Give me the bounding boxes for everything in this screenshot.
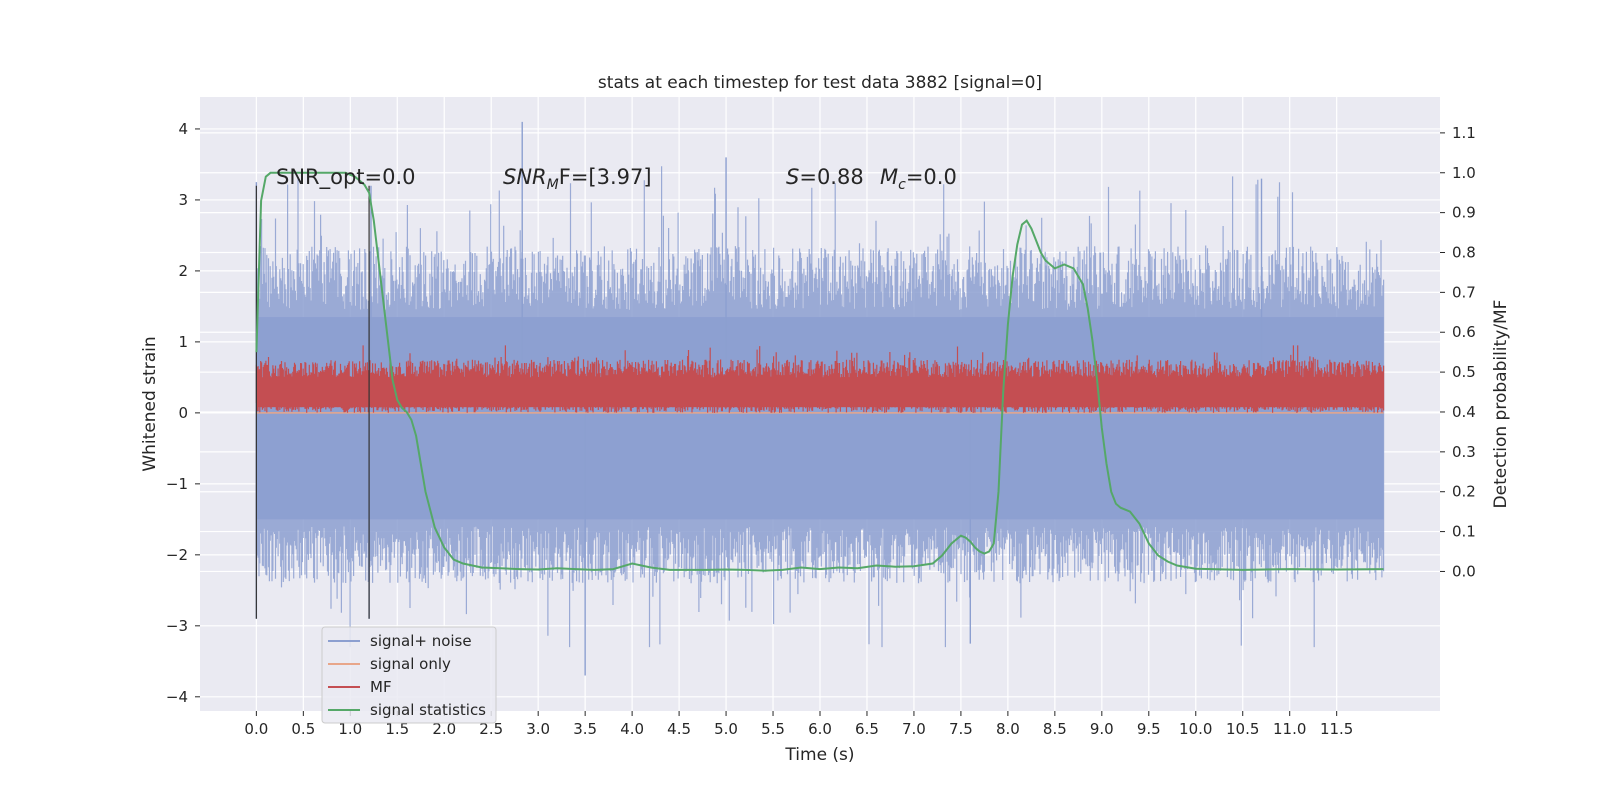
x-tick-label: 2.5	[479, 720, 503, 738]
x-axis-label: Time (s)	[784, 745, 854, 765]
x-tick-label: 6.5	[855, 720, 879, 738]
x-tick-label: 6.0	[808, 720, 832, 738]
vertical-lines	[255, 185, 370, 619]
legend-label-mf: MF	[370, 678, 392, 696]
x-tick-label: 8.0	[996, 720, 1020, 738]
y-tick-label: −1	[166, 475, 188, 493]
annotation-s-symbol: S	[786, 165, 799, 189]
x-tick-label: 3.0	[526, 720, 550, 738]
annotation-s-value: =0.88	[799, 165, 863, 189]
right-tick-label: 1.0	[1452, 164, 1476, 182]
x-tick-label: 11.0	[1273, 720, 1306, 738]
x-tick-label: 4.0	[620, 720, 644, 738]
right-tick-label: 1.1	[1452, 124, 1476, 142]
series-core-mf	[256, 383, 1384, 408]
y-tick-label: 1	[178, 333, 188, 351]
right-tick-label: 0.8	[1452, 243, 1476, 261]
annotation-snr-mf-symbol: SNR	[503, 165, 547, 189]
x-tick-label: 5.0	[714, 720, 738, 738]
x-tick-label: 7.0	[902, 720, 926, 738]
x-tick-label: 7.5	[949, 720, 973, 738]
right-tick-label: 0.3	[1452, 443, 1476, 461]
right-axis-label: Detection probability/MF	[1491, 300, 1511, 509]
annotation-mc-value: =0.0	[906, 165, 957, 189]
x-tick-label: 11.5	[1320, 720, 1353, 738]
right-tick-label: 0.1	[1452, 523, 1476, 541]
chart-title: stats at each timestep for test data 388…	[598, 73, 1042, 93]
x-tick-label: 5.5	[761, 720, 785, 738]
series-signal-statistics	[255, 171, 1384, 572]
x-tick-label: 3.5	[573, 720, 597, 738]
series-core-signal-noise	[256, 317, 1384, 520]
legend: signal+ noise signal only MF signal stat…	[321, 626, 497, 724]
y-axis-ticks: 4 3 2 1 0 −1 −2 −3 −4	[166, 120, 200, 706]
annotation-snr-opt: SNR_opt=0.0	[276, 165, 416, 190]
legend-label-signal-noise: signal+ noise	[370, 632, 472, 650]
series-line-signal-statistics	[255, 171, 1384, 572]
right-tick-label: 0.5	[1452, 363, 1476, 381]
x-tick-label: 9.0	[1090, 720, 1114, 738]
y-tick-label: 0	[178, 404, 188, 422]
y-tick-label: −2	[166, 546, 188, 564]
annotation-s: S=0.88	[786, 165, 864, 189]
legend-label-signal-only: signal only	[370, 655, 451, 673]
right-axis-ticks: 1.1 1.0 0.9 0.8 0.7 0.6 0.5 0.4 0.3 0.2 0.1 0.0	[1440, 124, 1476, 580]
x-tick-label: 0.0	[244, 720, 268, 738]
legend-box	[321, 626, 497, 724]
annotation-mc-subscript: c	[898, 177, 906, 193]
y-axis-label: Whitened strain	[140, 336, 160, 471]
y-tick-label: 3	[178, 191, 188, 209]
annotation-mc-symbol: M	[880, 165, 898, 189]
right-tick-label: 0.0	[1452, 562, 1476, 580]
right-tick-label: 0.9	[1452, 204, 1476, 222]
annotation-mc: Mc=0.0	[880, 165, 957, 193]
x-tick-label: 0.5	[291, 720, 315, 738]
x-axis-ticks: 0.0 0.5 1.0 1.5 2.0 2.5 3.0 3.5 4.0 4.5 5.0 5.5 6.0 6…	[244, 711, 1353, 738]
annotation-snr-mf: SNRMF=[3.97]	[503, 165, 652, 193]
x-tick-label: 8.5	[1043, 720, 1067, 738]
annotation-snr-mf-subscript: M	[547, 177, 559, 193]
legend-label-signal-statistics: signal statistics	[370, 701, 486, 719]
y-tick-label: 2	[178, 262, 188, 280]
x-tick-label: 1.5	[385, 720, 409, 738]
series-signal-noise	[255, 121, 1385, 676]
right-tick-label: 0.4	[1452, 403, 1476, 421]
right-tick-label: 0.7	[1452, 283, 1476, 301]
y-tick-label: 4	[178, 120, 188, 138]
y-tick-label: −4	[166, 688, 188, 706]
x-tick-label: 2.0	[432, 720, 456, 738]
x-tick-label: 10.0	[1179, 720, 1212, 738]
x-tick-label: 4.5	[667, 720, 691, 738]
annotation-snr-mf-value: F=[3.97]	[559, 165, 652, 189]
x-tick-label: 10.5	[1226, 720, 1259, 738]
y-tick-label: −3	[166, 617, 188, 635]
x-tick-label: 1.0	[338, 720, 362, 738]
right-tick-label: 0.2	[1452, 483, 1476, 501]
x-tick-label: 9.5	[1137, 720, 1161, 738]
right-tick-label: 0.6	[1452, 323, 1476, 341]
